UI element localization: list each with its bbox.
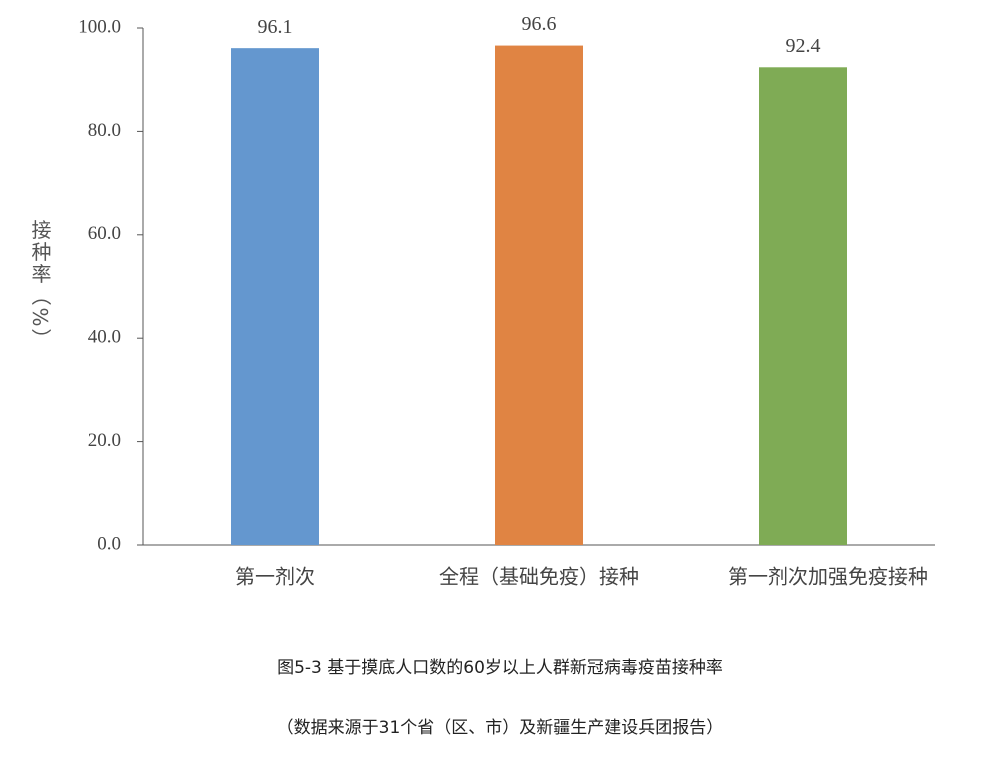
x-tick-label: 第一剂次 — [235, 565, 315, 589]
y-tick-label: 80.0 — [88, 120, 121, 141]
bar — [759, 67, 847, 546]
bar — [495, 45, 583, 545]
y-tick-label: 0.0 — [97, 533, 121, 554]
y-tick-label: 60.0 — [88, 223, 121, 244]
y-tick-label: 100.0 — [78, 16, 121, 37]
chart-subtitle: （数据来源于31个省（区、市）及新疆生产建设兵团报告） — [277, 718, 724, 738]
bar — [231, 48, 319, 546]
x-tick-label: 第一剂次加强免疫接种 — [728, 565, 928, 589]
y-tick-label: 40.0 — [88, 327, 121, 348]
data-label: 96.6 — [522, 13, 557, 35]
data-label: 92.4 — [786, 35, 821, 57]
x-tick-label: 全程（基础免疫）接种 — [439, 565, 639, 589]
y-axis-label: 接种率（%） — [28, 219, 52, 350]
y-tick-label: 20.0 — [88, 430, 121, 451]
data-label: 96.1 — [258, 16, 293, 38]
chart-title: 图5-3 基于摸底人口数的60岁以上人群新冠病毒疫苗接种率 — [277, 658, 723, 678]
